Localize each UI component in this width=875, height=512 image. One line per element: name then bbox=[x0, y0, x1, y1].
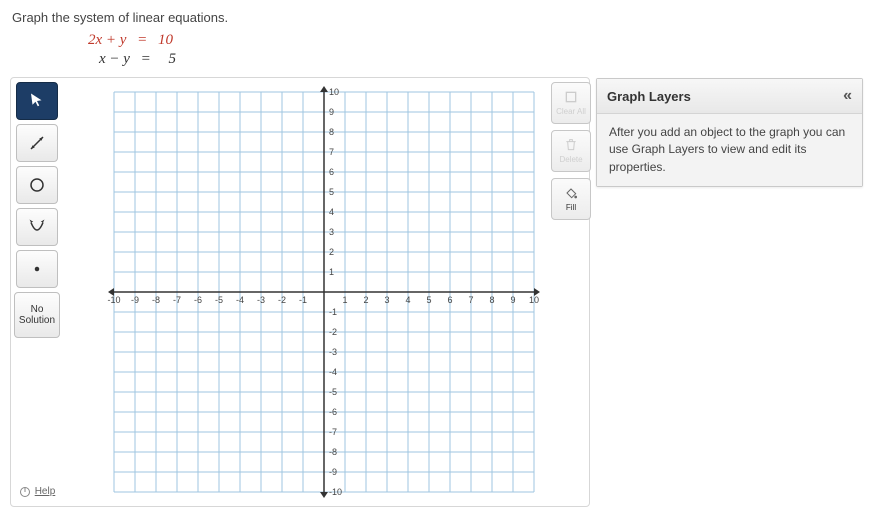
svg-text:-8: -8 bbox=[329, 447, 337, 457]
svg-text:9: 9 bbox=[329, 107, 334, 117]
svg-text:-4: -4 bbox=[236, 295, 244, 305]
svg-text:8: 8 bbox=[489, 295, 494, 305]
svg-text:-6: -6 bbox=[329, 407, 337, 417]
point-icon bbox=[28, 260, 46, 278]
help-label: Help bbox=[35, 486, 56, 497]
circle-tool[interactable] bbox=[16, 166, 58, 204]
collapse-icon[interactable]: « bbox=[843, 87, 852, 105]
svg-text:-5: -5 bbox=[215, 295, 223, 305]
pointer-icon bbox=[28, 92, 46, 110]
equation-1: 2x + y = 10 bbox=[88, 31, 865, 50]
svg-text:-5: -5 bbox=[329, 387, 337, 397]
no-solution-button[interactable]: No Solution bbox=[14, 292, 60, 338]
coordinate-grid[interactable]: -10 -9 -8 -7 -6 -5 -4 -3 -2 -1 1 2 3 4 5 6 7 8 9 10 -10 -9 -8 -… bbox=[65, 82, 583, 502]
svg-text:10: 10 bbox=[329, 87, 339, 97]
power-icon bbox=[19, 486, 31, 498]
svg-text:-9: -9 bbox=[329, 467, 337, 477]
graph-layers-panel: Graph Layers « After you add an object t… bbox=[596, 78, 863, 187]
tool-column: No Solution Help bbox=[11, 78, 63, 506]
svg-text:3: 3 bbox=[329, 227, 334, 237]
svg-text:-8: -8 bbox=[152, 295, 160, 305]
svg-text:1: 1 bbox=[329, 267, 334, 277]
panel-title: Graph Layers bbox=[607, 89, 691, 104]
svg-text:4: 4 bbox=[405, 295, 410, 305]
panel-body: After you add an object to the graph you… bbox=[597, 114, 862, 186]
grid-svg: -10 -9 -8 -7 -6 -5 -4 -3 -2 -1 1 2 3 4 5 6 7 8 9 10 -10 -9 -8 -… bbox=[65, 82, 583, 502]
svg-text:6: 6 bbox=[329, 167, 334, 177]
right-tool-column: Clear All Delete Fill bbox=[551, 82, 591, 220]
question-text: Graph the system of linear equations. bbox=[12, 10, 865, 25]
svg-text:2: 2 bbox=[363, 295, 368, 305]
circle-icon bbox=[28, 176, 46, 194]
line-tool[interactable] bbox=[16, 124, 58, 162]
fill-icon bbox=[563, 185, 579, 201]
svg-text:-7: -7 bbox=[173, 295, 181, 305]
help-link[interactable]: Help bbox=[19, 486, 56, 498]
svg-text:4: 4 bbox=[329, 207, 334, 217]
line-icon bbox=[28, 134, 46, 152]
svg-text:5: 5 bbox=[426, 295, 431, 305]
svg-text:-6: -6 bbox=[194, 295, 202, 305]
svg-text:3: 3 bbox=[384, 295, 389, 305]
svg-text:-1: -1 bbox=[329, 307, 337, 317]
svg-text:7: 7 bbox=[468, 295, 473, 305]
svg-text:8: 8 bbox=[329, 127, 334, 137]
panel-header: Graph Layers « bbox=[597, 79, 862, 114]
svg-text:7: 7 bbox=[329, 147, 334, 157]
svg-text:-10: -10 bbox=[107, 295, 120, 305]
point-tool[interactable] bbox=[16, 250, 58, 288]
equation-2: x − y = 5 bbox=[88, 50, 865, 69]
parabola-tool[interactable] bbox=[16, 208, 58, 246]
svg-text:10: 10 bbox=[529, 295, 539, 305]
equations-block: 2x + y = 10 x − y = 5 bbox=[88, 31, 865, 69]
clear-all-label: Clear All bbox=[556, 107, 586, 116]
svg-text:-4: -4 bbox=[329, 367, 337, 377]
svg-text:-2: -2 bbox=[278, 295, 286, 305]
clear-icon bbox=[563, 89, 579, 105]
clear-all-button[interactable]: Clear All bbox=[551, 82, 591, 124]
graph-canvas: No Solution Help -10 -9 -8 -7 -6 -5 -4 -3 -2 -1 1 2… bbox=[10, 77, 590, 507]
svg-text:-1: -1 bbox=[299, 295, 307, 305]
trash-icon bbox=[563, 137, 579, 153]
svg-text:9: 9 bbox=[510, 295, 515, 305]
svg-text:-9: -9 bbox=[131, 295, 139, 305]
fill-button[interactable]: Fill bbox=[551, 178, 591, 220]
svg-text:1: 1 bbox=[342, 295, 347, 305]
svg-text:-7: -7 bbox=[329, 427, 337, 437]
svg-text:6: 6 bbox=[447, 295, 452, 305]
svg-text:5: 5 bbox=[329, 187, 334, 197]
svg-text:-2: -2 bbox=[329, 327, 337, 337]
svg-text:-3: -3 bbox=[257, 295, 265, 305]
svg-text:2: 2 bbox=[329, 247, 334, 257]
pointer-tool[interactable] bbox=[16, 82, 58, 120]
svg-text:-3: -3 bbox=[329, 347, 337, 357]
fill-label: Fill bbox=[566, 203, 576, 212]
delete-button[interactable]: Delete bbox=[551, 130, 591, 172]
parabola-icon bbox=[28, 218, 46, 236]
delete-label: Delete bbox=[559, 155, 582, 164]
svg-text:-10: -10 bbox=[329, 487, 342, 497]
